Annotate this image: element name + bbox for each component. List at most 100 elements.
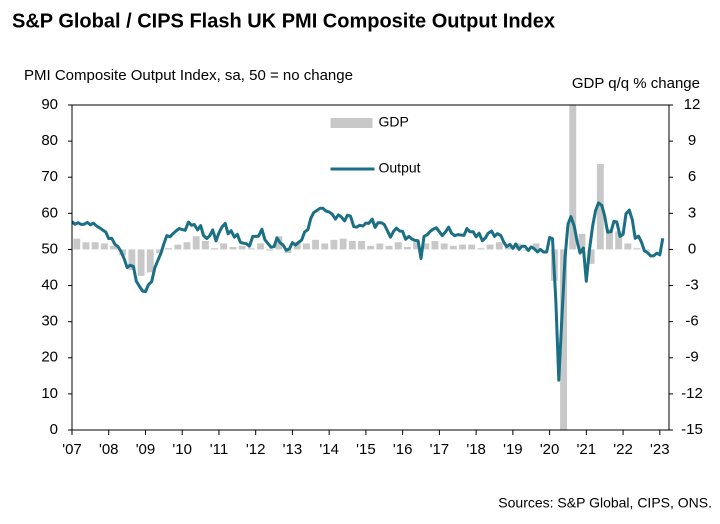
gdp-bar <box>321 243 329 250</box>
gdp-bar <box>385 245 393 250</box>
gdp-bar <box>477 248 485 250</box>
source: Sources: S&P Global, CIPS, ONS. <box>498 495 712 511</box>
x-tick-label: '12 <box>246 441 266 458</box>
gdp-bar <box>229 247 237 250</box>
gdp-bar <box>146 249 154 273</box>
y-axis-label: PMI Composite Output Index, sa, 50 = no … <box>24 67 353 84</box>
gdp-bar <box>220 243 228 250</box>
gdp-bar <box>413 242 421 250</box>
gdp-bar <box>284 249 292 254</box>
gdp-bar <box>82 242 90 250</box>
gdp-bar <box>596 163 604 250</box>
x-tick-label: '07 <box>62 441 82 458</box>
x-tick-label: '21 <box>577 441 597 458</box>
gdp-bar <box>339 238 347 250</box>
gdp-bar <box>155 249 163 254</box>
gdp-bar <box>403 247 411 250</box>
legend-swatch <box>330 118 373 128</box>
x-tick-label: '17 <box>430 441 450 458</box>
y2-tick-label: -12 <box>681 385 703 402</box>
y2-axis-label: GDP q/q % change <box>572 75 700 92</box>
chart-title: S&P Global / CIPS Flash UK PMI Composite… <box>12 10 555 32</box>
y2-tick-label: -9 <box>685 349 698 366</box>
x-tick-label: '15 <box>356 441 376 458</box>
gdp-bar <box>569 105 577 250</box>
y-tick-label: 30 <box>41 313 58 330</box>
gdp-bar <box>91 242 99 250</box>
gdp-bar <box>348 241 356 250</box>
x-tick-label: '10 <box>172 441 192 458</box>
gdp-bar <box>486 244 494 250</box>
y-tick-label: 20 <box>41 349 58 366</box>
gdp-bar <box>165 248 173 250</box>
x-tick-label: '16 <box>393 441 413 458</box>
gdp-bar <box>100 243 108 250</box>
gdp-bar <box>376 243 384 250</box>
legend-label: GDP <box>379 114 409 130</box>
x-tick-label: '09 <box>136 441 156 458</box>
y-tick-label: 80 <box>41 132 58 149</box>
gdp-bar <box>440 243 448 250</box>
gdp-bar <box>468 244 476 250</box>
x-tick-label: '22 <box>613 441 633 458</box>
y-tick-label: 10 <box>41 385 58 402</box>
y-tick-label: 50 <box>41 240 58 257</box>
y2-tick-label: -6 <box>685 313 698 330</box>
gdp-bar <box>495 242 503 250</box>
gdp-bar <box>110 245 117 250</box>
y2-tick-label: 0 <box>688 240 696 257</box>
gdp-bar <box>266 249 274 251</box>
x-tick-label: '13 <box>283 441 303 458</box>
gdp-bar <box>211 248 218 250</box>
x-tick-label: '23 <box>650 441 670 458</box>
y2-tick-label: 12 <box>684 96 701 113</box>
gdp-bar <box>624 243 632 250</box>
y-tick-label: 90 <box>41 96 58 113</box>
gdp-bar <box>431 241 439 250</box>
gdp-bar <box>615 231 623 250</box>
gdp-bar <box>137 249 145 276</box>
gdp-bar <box>422 243 430 250</box>
gdp-bar <box>312 239 320 250</box>
gdp-bar <box>532 243 540 250</box>
gdp-bar <box>459 244 466 250</box>
gdp-bar <box>578 233 586 250</box>
gdp-bar <box>183 242 191 250</box>
x-tick-label: '11 <box>210 441 228 458</box>
gdp-bar <box>128 249 136 270</box>
x-tick-label: '20 <box>540 441 560 458</box>
gdp-bar <box>606 228 613 250</box>
gdp-bar <box>293 242 301 250</box>
x-tick-label: '19 <box>503 441 523 458</box>
gdp-bar <box>257 243 264 250</box>
y2-tick-label: -15 <box>681 421 703 438</box>
gdp-bar <box>73 238 81 250</box>
gdp-bar <box>247 248 255 250</box>
gdp-bar <box>358 241 365 250</box>
gdp-bar <box>633 248 641 250</box>
y-tick-label: 70 <box>41 168 58 185</box>
gdp-bar <box>238 245 246 250</box>
gdp-bar <box>367 245 375 250</box>
gdp-bar <box>449 245 457 250</box>
y2-tick-label: -3 <box>685 277 698 294</box>
y2-tick-label: 9 <box>688 132 696 149</box>
gdp-bar <box>505 247 512 250</box>
gdp-bar <box>587 249 595 264</box>
gdp-bar <box>330 239 338 250</box>
y-tick-label: 60 <box>41 204 58 221</box>
x-tick-label: '18 <box>466 441 486 458</box>
gdp-bar <box>192 236 200 250</box>
gdp-bar <box>302 243 310 250</box>
legend-label: Output <box>379 160 421 176</box>
y2-tick-label: 3 <box>688 204 696 221</box>
y-tick-label: 40 <box>41 277 58 294</box>
output-line <box>72 201 665 382</box>
x-tick-label: '08 <box>99 441 119 458</box>
gdp-bar <box>201 241 209 250</box>
y-tick-label: 0 <box>50 421 58 438</box>
x-tick-label: '14 <box>319 441 339 458</box>
gdp-bar <box>560 249 568 430</box>
gdp-bar <box>642 249 650 251</box>
